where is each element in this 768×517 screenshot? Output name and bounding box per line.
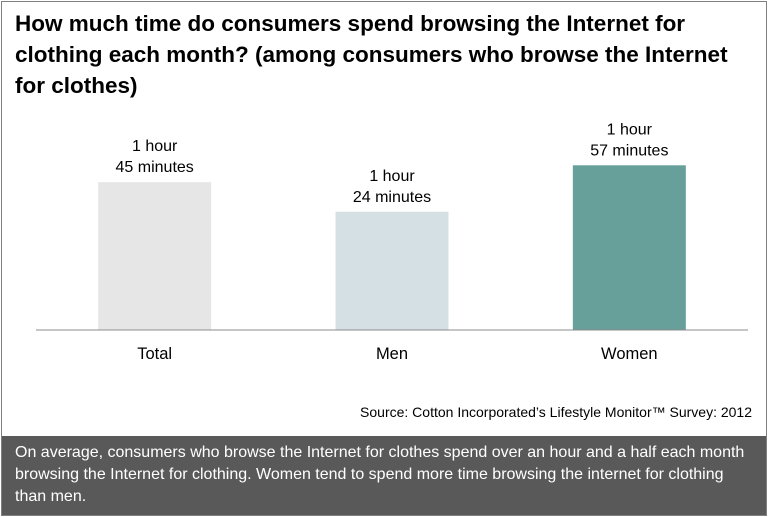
data-label-total-line-1: 1 hour — [132, 138, 178, 155]
bar-total — [98, 182, 212, 330]
data-label-women-line-1: 1 hour — [607, 121, 653, 138]
data-label-women-line-2: 57 minutes — [590, 142, 668, 159]
bar-women — [572, 165, 686, 330]
summary-footer: On average, consumers who browse the Int… — [2, 436, 766, 515]
summary-text: On average, consumers who browse the Int… — [15, 444, 745, 505]
bar-men — [335, 211, 449, 330]
data-label-men-line-1: 1 hour — [369, 168, 415, 185]
chart-title: How much time do consumers spend browsin… — [15, 11, 728, 98]
data-label-total-line-2: 45 minutes — [116, 159, 194, 176]
category-label-women: Women — [601, 345, 658, 363]
category-label-men: Men — [376, 345, 408, 363]
bar-chart: 1 hour 45 minutes Total 1 hour 24 minutes Men… — [36, 121, 748, 363]
category-label-total: Total — [137, 345, 172, 363]
source-note: Source: Cotton Incorporated’s Lifestyle … — [360, 404, 752, 420]
data-label-men-line-2: 24 minutes — [353, 189, 431, 206]
